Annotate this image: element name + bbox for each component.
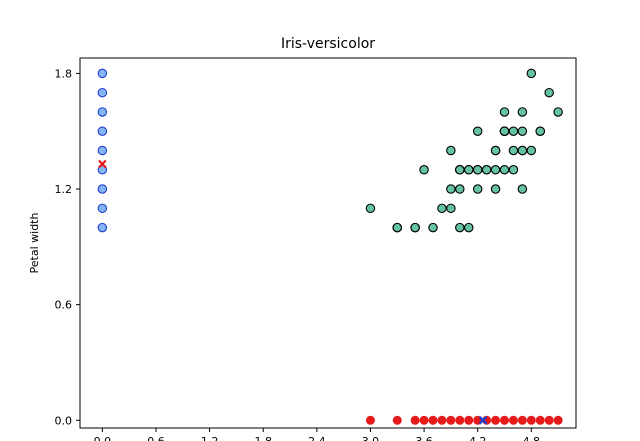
data-point xyxy=(526,415,536,425)
marker-x xyxy=(478,416,488,425)
x-tick-label: 0.6 xyxy=(147,435,165,441)
data-point xyxy=(392,222,403,233)
data-point xyxy=(464,415,474,425)
data-point xyxy=(446,184,456,194)
data-point xyxy=(499,126,510,136)
data-point xyxy=(544,415,554,425)
data-point xyxy=(455,415,465,425)
data-point xyxy=(517,415,527,425)
x-tick-label: 3.0 xyxy=(362,435,380,441)
data-point xyxy=(97,184,108,194)
data-point xyxy=(97,165,108,175)
data-point xyxy=(455,184,465,194)
data-point xyxy=(517,184,528,194)
data-point xyxy=(553,415,563,425)
data-point xyxy=(419,415,429,425)
data-point xyxy=(472,165,483,175)
y-tick-label: 0.0 xyxy=(55,414,73,427)
marker-x-stroke xyxy=(478,416,488,425)
data-point xyxy=(455,165,465,175)
data-point xyxy=(410,415,420,425)
x-tick-label: 2.4 xyxy=(308,435,326,441)
data-point xyxy=(491,415,501,425)
y-axis: 0.0 0.6 1.2 1.8 xyxy=(55,67,80,427)
y-tick-label: 1.8 xyxy=(55,67,73,80)
data-point xyxy=(535,415,545,425)
data-point xyxy=(97,107,108,117)
marker-x xyxy=(98,159,107,169)
chart-title: Iris-versicolor xyxy=(281,36,375,52)
data-point xyxy=(526,145,537,156)
data-point xyxy=(446,203,456,214)
data-point xyxy=(410,222,420,233)
data-point xyxy=(490,165,501,175)
data-point xyxy=(97,87,108,98)
data-point xyxy=(499,107,510,117)
data-point xyxy=(553,107,563,117)
data-point xyxy=(526,68,537,79)
data-point xyxy=(437,415,447,425)
data-point xyxy=(490,145,501,156)
data-point xyxy=(508,165,519,175)
data-point xyxy=(508,415,518,425)
data-point xyxy=(97,145,108,156)
data-point xyxy=(517,145,528,156)
data-point xyxy=(464,165,474,175)
data-marks xyxy=(97,68,563,425)
x-axis: 0.0 0.6 1.2 1.8 2.4 3.0 3.6 4.2 4.8 xyxy=(94,428,540,441)
data-point xyxy=(508,145,519,156)
data-point xyxy=(535,126,546,136)
data-point xyxy=(428,415,438,425)
data-point xyxy=(97,126,108,136)
data-point xyxy=(544,87,554,98)
data-point xyxy=(499,165,510,175)
data-point xyxy=(464,222,474,233)
marker-x-stroke xyxy=(98,159,107,169)
plot-area xyxy=(79,57,577,429)
x-tick-label: 4.8 xyxy=(523,435,541,441)
x-tick-label: 0.0 xyxy=(94,435,112,441)
data-point xyxy=(97,203,108,214)
data-point xyxy=(508,126,519,136)
y-tick-label: 1.2 xyxy=(55,183,73,196)
data-point xyxy=(517,126,528,136)
data-point xyxy=(365,415,375,425)
x-tick-label: 3.6 xyxy=(415,435,433,441)
y-tick-label: 0.6 xyxy=(55,299,73,312)
data-point xyxy=(428,222,438,233)
data-point xyxy=(419,165,429,175)
x-tick-label: 1.2 xyxy=(201,435,219,441)
data-point xyxy=(472,126,483,136)
data-point xyxy=(490,184,501,194)
data-point xyxy=(455,222,465,233)
data-point xyxy=(446,145,456,156)
data-point xyxy=(437,203,447,214)
data-point xyxy=(97,68,108,79)
x-tick-label: 4.2 xyxy=(469,435,487,441)
data-point xyxy=(365,203,376,214)
data-point xyxy=(97,222,108,233)
y-axis-label: Petal width xyxy=(28,213,41,274)
x-tick-label: 1.8 xyxy=(254,435,272,441)
data-point xyxy=(446,415,456,425)
data-point xyxy=(481,165,492,175)
data-point xyxy=(500,415,510,425)
data-point xyxy=(392,415,402,425)
data-point xyxy=(472,184,483,194)
data-point xyxy=(517,107,528,117)
